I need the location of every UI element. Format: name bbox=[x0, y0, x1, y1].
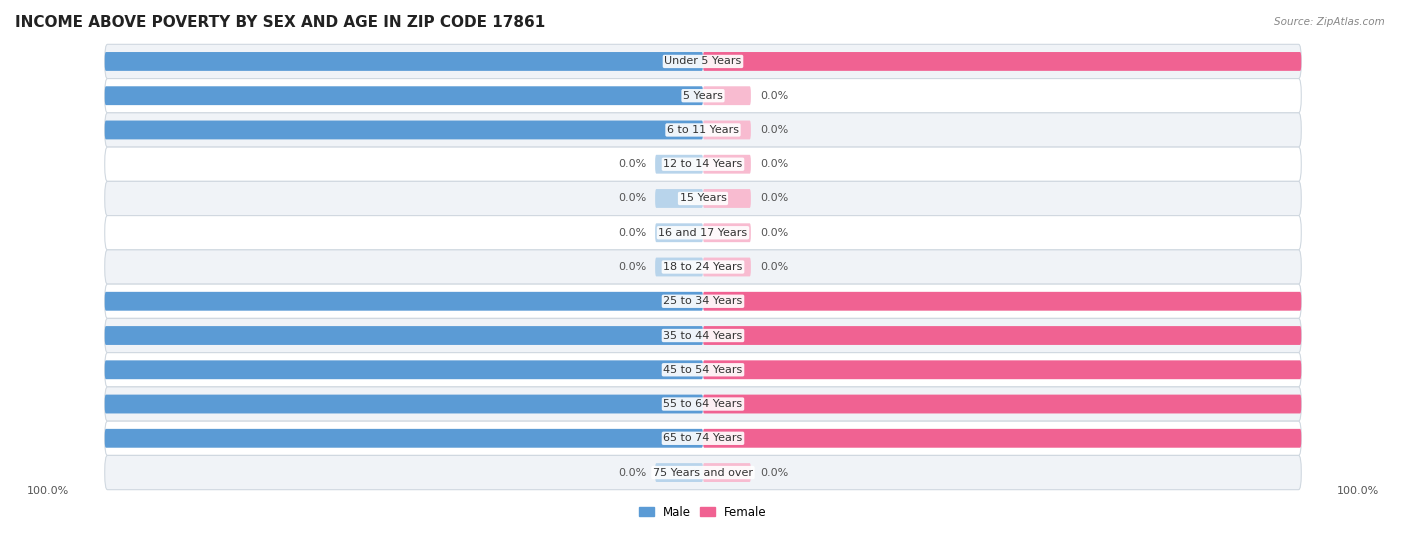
Text: 35 to 44 Years: 35 to 44 Years bbox=[664, 330, 742, 340]
Text: 0.0%: 0.0% bbox=[759, 467, 789, 477]
Text: 0.0%: 0.0% bbox=[759, 91, 789, 101]
FancyBboxPatch shape bbox=[703, 223, 751, 242]
FancyBboxPatch shape bbox=[703, 52, 1302, 71]
FancyBboxPatch shape bbox=[703, 395, 1302, 414]
FancyBboxPatch shape bbox=[655, 155, 703, 174]
FancyBboxPatch shape bbox=[104, 429, 703, 448]
Text: INCOME ABOVE POVERTY BY SEX AND AGE IN ZIP CODE 17861: INCOME ABOVE POVERTY BY SEX AND AGE IN Z… bbox=[15, 15, 546, 30]
Legend: Male, Female: Male, Female bbox=[634, 501, 772, 523]
Text: 100.0%: 100.0% bbox=[49, 330, 96, 340]
Text: 0.0%: 0.0% bbox=[617, 228, 647, 238]
FancyBboxPatch shape bbox=[104, 395, 703, 414]
FancyBboxPatch shape bbox=[104, 421, 1302, 456]
Text: 0.0%: 0.0% bbox=[759, 193, 789, 203]
FancyBboxPatch shape bbox=[703, 429, 1302, 448]
FancyBboxPatch shape bbox=[104, 52, 703, 71]
Text: 5 Years: 5 Years bbox=[683, 91, 723, 101]
FancyBboxPatch shape bbox=[104, 44, 1302, 79]
Text: 100.0%: 100.0% bbox=[49, 399, 96, 409]
Text: Source: ZipAtlas.com: Source: ZipAtlas.com bbox=[1274, 17, 1385, 27]
FancyBboxPatch shape bbox=[703, 463, 751, 482]
FancyBboxPatch shape bbox=[703, 189, 751, 208]
FancyBboxPatch shape bbox=[104, 353, 1302, 387]
Text: 0.0%: 0.0% bbox=[617, 159, 647, 169]
FancyBboxPatch shape bbox=[104, 113, 1302, 147]
FancyBboxPatch shape bbox=[104, 216, 1302, 250]
Text: 100.0%: 100.0% bbox=[1310, 365, 1357, 375]
Text: 100.0%: 100.0% bbox=[49, 56, 96, 67]
Text: 100.0%: 100.0% bbox=[1310, 399, 1357, 409]
Text: 0.0%: 0.0% bbox=[759, 159, 789, 169]
FancyBboxPatch shape bbox=[104, 319, 1302, 353]
FancyBboxPatch shape bbox=[703, 258, 751, 276]
Text: 100.0%: 100.0% bbox=[1310, 330, 1357, 340]
Text: 25 to 34 Years: 25 to 34 Years bbox=[664, 296, 742, 306]
FancyBboxPatch shape bbox=[104, 250, 1302, 284]
Text: 100.0%: 100.0% bbox=[49, 125, 96, 135]
Text: 0.0%: 0.0% bbox=[617, 193, 647, 203]
FancyBboxPatch shape bbox=[655, 258, 703, 276]
FancyBboxPatch shape bbox=[104, 147, 1302, 181]
Text: 6 to 11 Years: 6 to 11 Years bbox=[666, 125, 740, 135]
Text: 65 to 74 Years: 65 to 74 Years bbox=[664, 433, 742, 443]
FancyBboxPatch shape bbox=[655, 223, 703, 242]
Text: 12 to 14 Years: 12 to 14 Years bbox=[664, 159, 742, 169]
FancyBboxPatch shape bbox=[104, 86, 703, 105]
FancyBboxPatch shape bbox=[104, 361, 703, 379]
Text: 100.0%: 100.0% bbox=[49, 91, 96, 101]
Text: 18 to 24 Years: 18 to 24 Years bbox=[664, 262, 742, 272]
Text: 100.0%: 100.0% bbox=[1310, 296, 1357, 306]
Text: 100.0%: 100.0% bbox=[27, 486, 69, 496]
Text: 100.0%: 100.0% bbox=[1337, 486, 1379, 496]
Text: 16 and 17 Years: 16 and 17 Years bbox=[658, 228, 748, 238]
Text: 100.0%: 100.0% bbox=[1310, 433, 1357, 443]
FancyBboxPatch shape bbox=[104, 326, 703, 345]
FancyBboxPatch shape bbox=[104, 121, 703, 139]
FancyBboxPatch shape bbox=[703, 86, 751, 105]
FancyBboxPatch shape bbox=[655, 189, 703, 208]
FancyBboxPatch shape bbox=[104, 456, 1302, 490]
Text: 100.0%: 100.0% bbox=[49, 433, 96, 443]
FancyBboxPatch shape bbox=[104, 387, 1302, 421]
Text: 0.0%: 0.0% bbox=[617, 467, 647, 477]
FancyBboxPatch shape bbox=[104, 79, 1302, 113]
Text: 45 to 54 Years: 45 to 54 Years bbox=[664, 365, 742, 375]
Text: 100.0%: 100.0% bbox=[49, 365, 96, 375]
FancyBboxPatch shape bbox=[104, 284, 1302, 319]
FancyBboxPatch shape bbox=[104, 181, 1302, 216]
Text: 100.0%: 100.0% bbox=[49, 296, 96, 306]
FancyBboxPatch shape bbox=[703, 121, 751, 139]
FancyBboxPatch shape bbox=[104, 292, 703, 311]
Text: 0.0%: 0.0% bbox=[759, 262, 789, 272]
Text: Under 5 Years: Under 5 Years bbox=[665, 56, 741, 67]
Text: 0.0%: 0.0% bbox=[759, 228, 789, 238]
FancyBboxPatch shape bbox=[703, 292, 1302, 311]
FancyBboxPatch shape bbox=[655, 463, 703, 482]
Text: 55 to 64 Years: 55 to 64 Years bbox=[664, 399, 742, 409]
Text: 15 Years: 15 Years bbox=[679, 193, 727, 203]
Text: 0.0%: 0.0% bbox=[617, 262, 647, 272]
Text: 100.0%: 100.0% bbox=[1310, 56, 1357, 67]
FancyBboxPatch shape bbox=[703, 361, 1302, 379]
FancyBboxPatch shape bbox=[703, 326, 1302, 345]
FancyBboxPatch shape bbox=[703, 155, 751, 174]
Text: 0.0%: 0.0% bbox=[759, 125, 789, 135]
Text: 75 Years and over: 75 Years and over bbox=[652, 467, 754, 477]
